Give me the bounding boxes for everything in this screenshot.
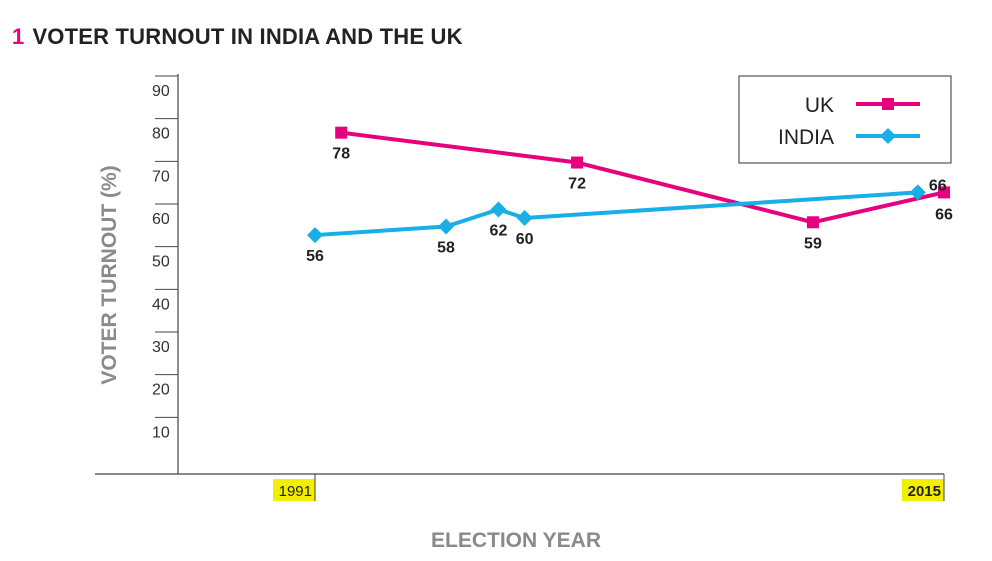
chart-title: 1 VOTER TURNOUT IN INDIA AND THE UK <box>12 24 463 50</box>
series-line-uk <box>340 130 945 225</box>
marker-uk <box>938 186 950 199</box>
data-label-india: 60 <box>516 231 534 248</box>
marker-india <box>909 184 926 201</box>
series-line-india <box>314 190 918 238</box>
chart-title-text: VOTER TURNOUT IN INDIA AND THE UK <box>32 24 463 49</box>
y-tick-label: 20 <box>152 382 170 399</box>
data-label-uk: 72 <box>568 176 586 193</box>
y-tick-label: 70 <box>152 168 170 185</box>
y-tick-label: 60 <box>152 211 170 228</box>
legend-marker-india <box>880 128 896 144</box>
y-tick-label: 50 <box>152 254 170 271</box>
x-tick-label: 1991 <box>279 483 312 500</box>
data-label-uk: 78 <box>332 146 350 163</box>
legend-marker-uk <box>882 98 894 110</box>
y-tick-label: 90 <box>152 83 170 100</box>
x-tick-label: 2015 <box>908 483 941 500</box>
legend-label-india: INDIA <box>778 126 834 149</box>
x-tick-highlight <box>902 479 944 501</box>
y-tick-label: 30 <box>152 339 170 356</box>
marker-india <box>490 201 507 218</box>
data-label-india: 56 <box>306 248 324 265</box>
chart-number: 1 <box>12 24 25 49</box>
data-label-uk: 59 <box>804 235 822 252</box>
marker-india <box>516 210 533 226</box>
y-tick-label: 10 <box>152 424 170 441</box>
data-label-india: 58 <box>437 240 455 257</box>
data-label-india: 62 <box>490 222 508 239</box>
marker-uk <box>806 216 819 229</box>
marker-uk <box>571 156 584 169</box>
marker-india <box>307 227 323 244</box>
x-axis-title: ELECTION YEAR <box>431 529 601 552</box>
y-tick-label: 80 <box>152 126 170 143</box>
x-tick-highlight <box>273 479 315 501</box>
marker-uk <box>335 126 348 139</box>
data-label-india: 66 <box>929 177 947 194</box>
legend-label-uk: UK <box>805 94 834 117</box>
y-tick-label: 40 <box>152 296 170 313</box>
marker-india <box>438 218 455 235</box>
y-axis-title: VOTER TURNOUT (%) <box>98 165 121 384</box>
data-label-uk: 66 <box>935 206 953 223</box>
legend-box <box>738 75 952 164</box>
